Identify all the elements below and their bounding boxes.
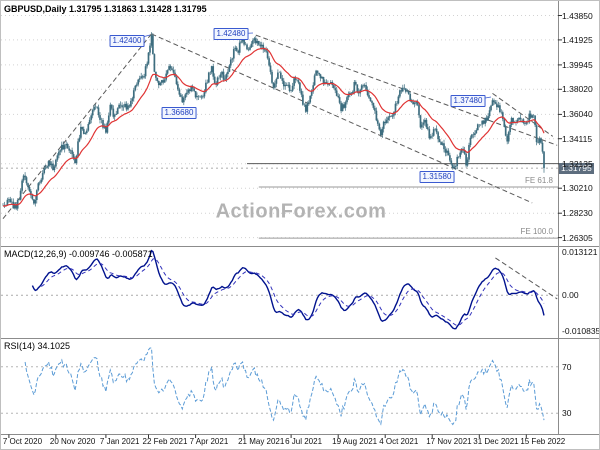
date-axis-label: 17 Nov 2021 <box>426 437 472 446</box>
date-axis-label: 15 Feb 2022 <box>520 437 566 446</box>
date-axis-label: 19 Aug 2021 <box>332 437 378 446</box>
rsi-indicator-label: RSI(14) 34.1025 <box>4 341 71 351</box>
price-axis-tick: 1.41925 <box>562 34 593 45</box>
fib-level-label: FE 61.8 <box>524 176 553 186</box>
price-axis-tick: 1.43850 <box>562 10 593 21</box>
rsi-axis-tick: 30 <box>562 408 572 419</box>
price-axis-tick: 1.36040 <box>562 109 593 120</box>
date-axis-label: 6 Jul 2021 <box>285 437 323 446</box>
watermark: ActionForex.com <box>215 200 387 223</box>
date-axis-label: 7 Apr 2021 <box>189 437 229 446</box>
price-axis-tick: 1.32135 <box>562 158 593 169</box>
price-axis-tick: 1.26305 <box>562 232 593 243</box>
macd-indicator-label: MACD(12,26,9) -0.009746 -0.005871 <box>4 249 153 259</box>
price-annotation: 1.42400 <box>109 35 145 47</box>
macd-axis-tick: 0.00 <box>562 290 579 301</box>
price-annotation: 1.31580 <box>419 171 455 183</box>
macd-axis-tick: -0.010835 <box>562 325 600 336</box>
macd-axis-tick: 0.013121 <box>562 247 598 258</box>
price-annotation: 1.36680 <box>161 107 197 119</box>
symbol-ohlc-label: GBPUSD,Daily 1.31795 1.31863 1.31428 1.3… <box>4 4 207 14</box>
price-axis-tick: 1.34115 <box>562 133 593 144</box>
date-axis-label: 21 May 2021 <box>238 437 285 446</box>
price-axis-tick: 1.30210 <box>562 183 593 194</box>
price-axis-tick: 1.39945 <box>562 59 593 70</box>
price-annotation: 1.37480 <box>450 95 486 107</box>
date-axis-label: 31 Dec 2021 <box>473 437 519 446</box>
price-annotation: 1.42480 <box>213 28 249 40</box>
current-price-tag: 1.31795 <box>559 162 594 174</box>
price-axis-tick: 1.28230 <box>562 208 593 219</box>
fib-level-label: FE 100.0 <box>520 227 553 237</box>
date-axis-label: 7 Oct 2020 <box>2 437 43 446</box>
date-axis-label: 7 Jan 2021 <box>99 437 140 446</box>
date-axis-label: 4 Oct 2021 <box>379 437 419 446</box>
date-axis-label: 22 Feb 2021 <box>142 437 188 446</box>
rsi-axis-tick: 70 <box>562 361 572 372</box>
price-axis-tick: 1.38020 <box>562 84 593 95</box>
date-axis-label: 20 Nov 2020 <box>49 437 96 446</box>
